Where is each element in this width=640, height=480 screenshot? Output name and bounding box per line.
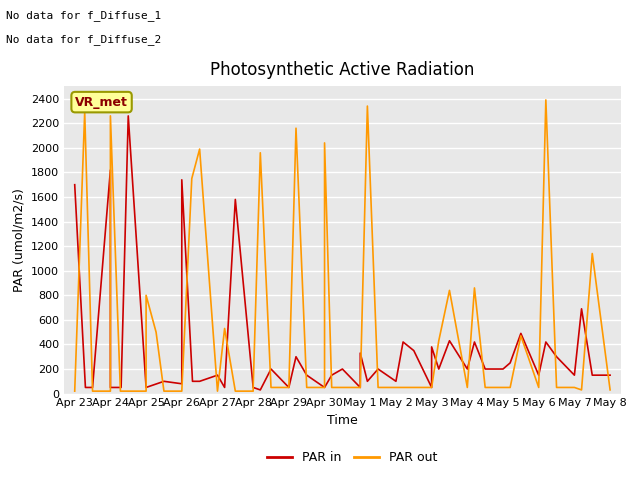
PAR in bbox=[124, 113, 132, 119]
PAR out bbox=[250, 384, 257, 390]
PAR out bbox=[221, 325, 228, 331]
Title: Photosynthetic Active Radiation: Photosynthetic Active Radiation bbox=[210, 61, 475, 79]
PAR in bbox=[71, 182, 79, 188]
PAR in bbox=[428, 384, 435, 390]
PAR in bbox=[178, 381, 186, 387]
PAR in bbox=[250, 384, 257, 390]
Line: PAR in: PAR in bbox=[75, 116, 610, 390]
Text: No data for f_Diffuse_1: No data for f_Diffuse_1 bbox=[6, 10, 162, 21]
PAR out bbox=[606, 387, 614, 393]
PAR in bbox=[214, 372, 221, 378]
PAR out bbox=[399, 384, 407, 390]
PAR out bbox=[542, 97, 550, 103]
PAR out bbox=[214, 388, 221, 394]
PAR out bbox=[250, 388, 257, 394]
Text: VR_met: VR_met bbox=[75, 96, 128, 108]
PAR in bbox=[267, 366, 275, 372]
PAR out bbox=[160, 388, 168, 394]
PAR out bbox=[71, 388, 79, 394]
PAR in bbox=[257, 387, 264, 393]
Line: PAR out: PAR out bbox=[75, 100, 610, 391]
PAR in bbox=[606, 372, 614, 378]
Legend: PAR in, PAR out: PAR in, PAR out bbox=[262, 446, 442, 469]
PAR in bbox=[232, 197, 239, 203]
Text: No data for f_Diffuse_2: No data for f_Diffuse_2 bbox=[6, 34, 162, 45]
Y-axis label: PAR (umol/m2/s): PAR (umol/m2/s) bbox=[12, 188, 26, 292]
X-axis label: Time: Time bbox=[327, 414, 358, 427]
